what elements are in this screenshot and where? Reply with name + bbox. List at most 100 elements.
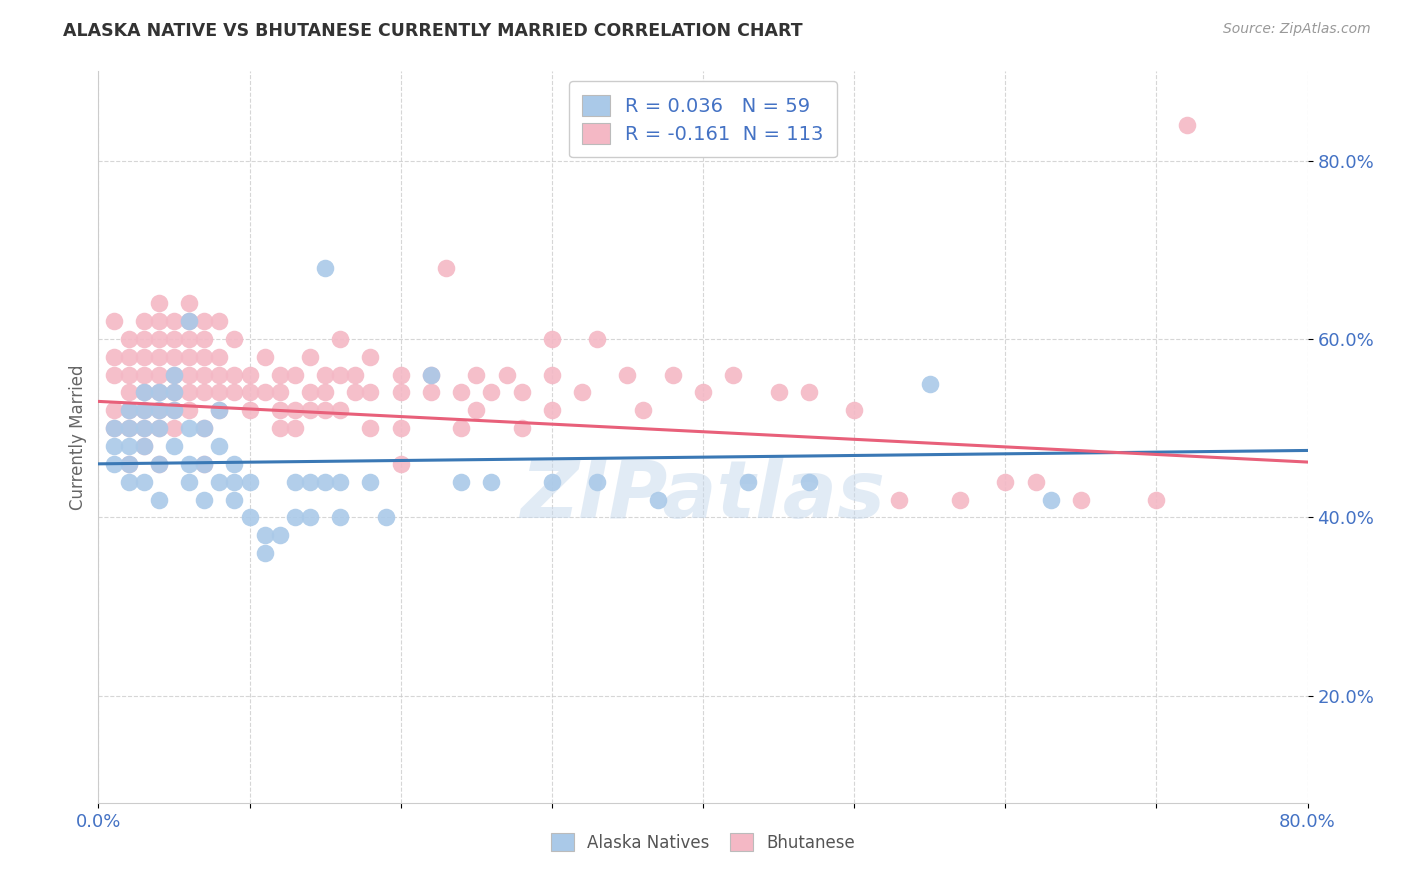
Point (224, 332, 246, 346)
Point (269, 528, 291, 542)
Point (360, 421, 382, 435)
Point (481, 385, 503, 400)
Point (118, 439, 141, 453)
Point (540, 368, 562, 382)
Point (284, 510, 307, 524)
Point (148, 385, 170, 400)
Point (314, 475, 336, 489)
Point (344, 368, 367, 382)
Point (420, 368, 443, 382)
Point (148, 350, 170, 364)
Point (179, 296, 201, 310)
Point (118, 475, 141, 489)
Point (299, 385, 322, 400)
Point (208, 439, 231, 453)
Point (193, 421, 215, 435)
Point (314, 260, 336, 275)
Point (450, 475, 472, 489)
Point (329, 510, 352, 524)
Point (389, 457, 412, 471)
Point (103, 421, 125, 435)
Point (450, 385, 472, 400)
Point (389, 368, 412, 382)
Point (132, 385, 155, 400)
Point (329, 368, 352, 382)
Point (540, 403, 562, 417)
Point (284, 368, 307, 382)
Point (193, 457, 215, 471)
Point (118, 457, 141, 471)
Point (737, 475, 759, 489)
Point (465, 403, 488, 417)
Point (118, 403, 141, 417)
Point (299, 475, 322, 489)
Point (148, 457, 170, 471)
Point (844, 403, 866, 417)
Point (481, 475, 503, 489)
Point (239, 368, 262, 382)
Point (360, 475, 382, 489)
Point (148, 332, 170, 346)
Point (193, 368, 215, 382)
Point (692, 385, 714, 400)
Point (586, 332, 609, 346)
Point (465, 368, 488, 382)
Point (118, 368, 141, 382)
Point (132, 439, 155, 453)
Point (163, 350, 186, 364)
Y-axis label: Currently Married: Currently Married (69, 364, 87, 510)
Point (132, 421, 155, 435)
Point (179, 403, 201, 417)
Point (299, 403, 322, 417)
Point (224, 368, 246, 382)
Point (208, 368, 231, 382)
Point (661, 368, 683, 382)
Point (1039, 492, 1062, 507)
Point (132, 314, 155, 328)
Point (132, 439, 155, 453)
Point (1070, 492, 1092, 507)
Point (269, 403, 291, 417)
Point (253, 546, 276, 560)
Point (224, 492, 246, 507)
Point (103, 421, 125, 435)
Point (193, 350, 215, 364)
Point (918, 376, 941, 391)
Point (103, 368, 125, 382)
Point (132, 385, 155, 400)
Point (179, 314, 201, 328)
Point (631, 403, 654, 417)
Point (179, 350, 201, 364)
Point (163, 439, 186, 453)
Point (284, 421, 307, 435)
Point (193, 421, 215, 435)
Point (284, 403, 307, 417)
Point (344, 385, 367, 400)
Legend: Alaska Natives, Bhutanese: Alaska Natives, Bhutanese (543, 825, 863, 860)
Point (1175, 118, 1198, 132)
Point (540, 475, 562, 489)
Point (118, 332, 141, 346)
Point (132, 332, 155, 346)
Point (132, 421, 155, 435)
Point (239, 510, 262, 524)
Point (495, 368, 517, 382)
Point (132, 403, 155, 417)
Point (103, 350, 125, 364)
Point (179, 368, 201, 382)
Point (163, 368, 186, 382)
Point (329, 403, 352, 417)
Point (269, 385, 291, 400)
Point (253, 350, 276, 364)
Point (163, 403, 186, 417)
Point (510, 421, 533, 435)
Point (118, 403, 141, 417)
Point (148, 492, 170, 507)
Point (208, 314, 231, 328)
Point (193, 332, 215, 346)
Point (510, 385, 533, 400)
Point (797, 385, 820, 400)
Text: ZIPatlas: ZIPatlas (520, 457, 886, 534)
Text: Source: ZipAtlas.com: Source: ZipAtlas.com (1223, 22, 1371, 37)
Point (1144, 492, 1167, 507)
